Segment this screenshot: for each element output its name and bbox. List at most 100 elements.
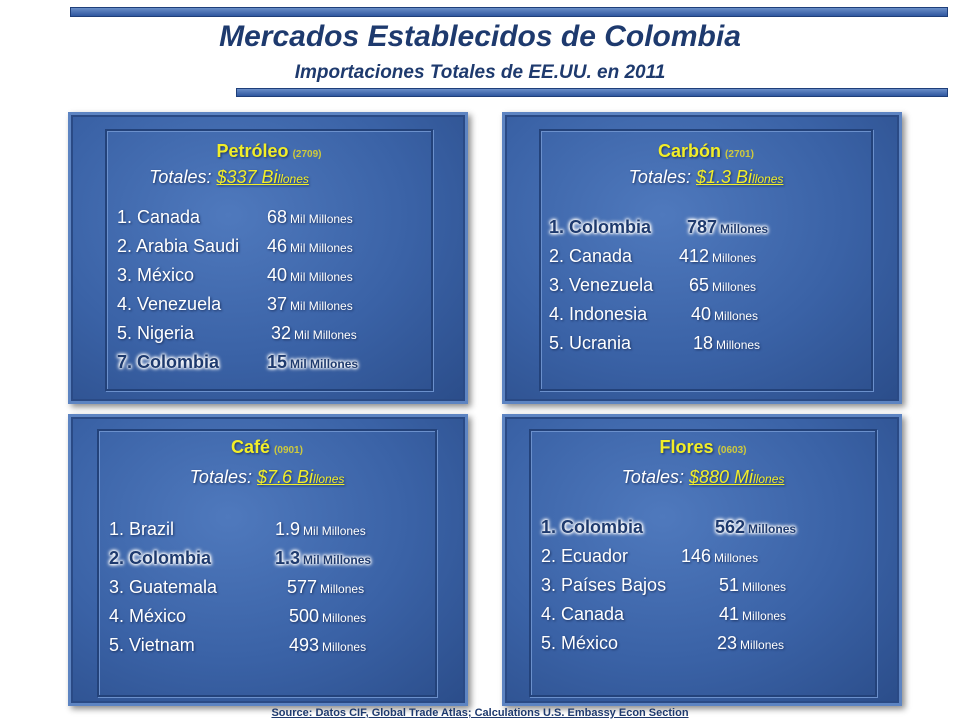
panel-petroleo-frame: Petróleo (2709) Totales: $337 Billones 1.… <box>105 129 433 391</box>
panel-flores: Flores (0603) Totales: $880 Millones 1. C… <box>502 414 902 706</box>
value-label: 40 Mil Millones <box>267 265 353 285</box>
panel-cafe-code: (0901) <box>274 445 303 456</box>
panel-carbon-total-unit: llones <box>752 172 784 186</box>
list-item-highlighted: 1. Colombia 787 Millones <box>549 213 869 242</box>
panel-petroleo-total-label: Totales: <box>149 167 212 187</box>
list-item: 3. Venezuela 65 Millones <box>549 271 869 300</box>
country-label: 2. Canada <box>549 246 633 266</box>
list-item: 4. México 500 Millones <box>109 602 429 631</box>
panel-cafe: Café (0901) Totales: $7.6 Billones 1. Bra… <box>68 414 468 706</box>
panel-flores-frame: Flores (0603) Totales: $880 Millones 1. C… <box>529 429 877 697</box>
value-label: 46 Mil Millones <box>267 236 353 256</box>
list-item: 2. Arabia Saudi 46 Mil Millones <box>117 232 427 261</box>
country-label: 5. Ucrania <box>549 333 632 353</box>
panel-cafe-total-label: Totales: <box>189 467 252 487</box>
panel-cafe-frame: Café (0901) Totales: $7.6 Billones 1. Bra… <box>97 429 437 697</box>
panel-cafe-total-unit: llones <box>313 472 345 486</box>
country-label: 7. Colombia <box>117 352 220 372</box>
country-label: 3. México <box>117 265 195 285</box>
panel-carbon: Carbón (2701) Totales: $1.3 Billones 1. C… <box>502 112 902 404</box>
list-item: 5. Vietnam 493 Millones <box>109 631 429 660</box>
list-item: 3. Guatemala 577 Millones <box>109 573 429 602</box>
page-title: Mercados Establecidos de Colombia <box>219 20 741 53</box>
list-item: 5. Ucrania 18 Millones <box>549 329 869 358</box>
panel-carbon-list: 1. Colombia 787 Millones 2. Canada 412 Millo… <box>549 213 869 358</box>
panel-flores-code: (0603) <box>717 445 747 456</box>
country-label: 4. México <box>109 606 187 626</box>
value-label: 787 Millones <box>687 217 769 237</box>
panel-cafe-list: 1. Brazil 1.9 Mil Millones 2. Colombia 1.3 M… <box>109 515 429 660</box>
country-label: 1. Colombia <box>549 217 652 237</box>
panel-carbon-total-label: Totales: <box>628 167 691 187</box>
value-label: 562 Millones <box>715 517 797 537</box>
list-item: 4. Canada 41 Millones <box>541 600 871 629</box>
country-label: 5. Nigeria <box>117 323 195 343</box>
value-label: 1.3 Mil Millones <box>275 548 372 568</box>
panel-flores-total: Totales: $880 Millones <box>531 467 875 488</box>
value-label: 1.9 Mil Millones <box>275 519 366 539</box>
country-label: 5. México <box>541 633 619 653</box>
panel-flores-total-label: Totales: <box>621 467 684 487</box>
country-label: 3. Venezuela <box>549 275 654 295</box>
country-label: 3. Países Bajos <box>541 575 667 595</box>
value-label: 37 Mil Millones <box>267 294 353 314</box>
panel-petroleo-total: Totales: $337 Billones <box>67 167 391 188</box>
value-label: 493 Millones <box>289 635 367 655</box>
value-label: 500 Millones <box>289 606 367 626</box>
country-label: 5. Vietnam <box>109 635 195 655</box>
panel-flores-total-unit: llones <box>753 472 785 486</box>
country-label: 1. Colombia <box>541 517 644 537</box>
page-subtitle: Importaciones Totales de EE.UU. en 2011 <box>294 62 666 83</box>
list-item: 2. Canada 412 Millones <box>549 242 869 271</box>
panel-cafe-header: Café (0901) <box>99 437 435 458</box>
list-item-highlighted: 2. Colombia 1.3 Mil Millones <box>109 544 429 573</box>
panel-cafe-total: Totales: $7.6 Billones <box>99 467 435 488</box>
panel-carbon-frame: Carbón (2701) Totales: $1.3 Billones 1. C… <box>539 129 873 391</box>
panel-carbon-name: Carbón <box>658 141 722 161</box>
value-label: 412 Millones <box>679 246 757 266</box>
list-item: 3. Países Bajos 51 Millones <box>541 571 871 600</box>
value-label: 146 Millones <box>681 546 759 566</box>
country-label: 2. Ecuador <box>541 546 629 566</box>
list-item-highlighted: 1. Colombia 562 Millones <box>541 513 871 542</box>
panel-carbon-total-value: $1.3 Bi <box>696 167 753 187</box>
panel-flores-name: Flores <box>659 437 714 457</box>
source-note: Source: Datos CIF, Global Trade Atlas; C… <box>271 707 689 719</box>
value-label: 32 Mil Millones <box>271 323 357 343</box>
value-label: 18 Millones <box>693 333 761 353</box>
country-label: 2. Arabia Saudi <box>117 236 240 256</box>
panel-petroleo-list: 1. Canada 68 Mil Millones 2. Arabia Saudi 4… <box>117 203 427 377</box>
panel-petroleo-total-amount: $337 Billones <box>216 167 308 187</box>
country-label: 1. Canada <box>117 207 201 227</box>
list-item: 4. Venezuela 37 Mil Millones <box>117 290 427 319</box>
list-item: 1. Canada 68 Mil Millones <box>117 203 427 232</box>
value-label: 23 Millones <box>717 633 785 653</box>
panel-petroleo-name: Petróleo <box>216 141 289 161</box>
value-label: 65 Millones <box>689 275 757 295</box>
panel-carbon-code: (2701) <box>725 149 754 160</box>
panel-cafe-total-value: $7.6 Bi <box>257 467 314 487</box>
value-label: 577 Millones <box>287 577 365 597</box>
panel-petroleo-total-value: $337 Bi <box>216 167 278 187</box>
header-bottom-bar <box>236 88 948 97</box>
country-label: 4. Venezuela <box>117 294 222 314</box>
list-item: 5. México 23 Millones <box>541 629 871 658</box>
panel-petroleo: Petróleo (2709) Totales: $337 Billones 1.… <box>68 112 468 404</box>
panel-carbon-total-amount: $1.3 Billones <box>696 167 783 187</box>
panel-petroleo-total-unit: llones <box>277 172 309 186</box>
panel-cafe-total-amount: $7.6 Billones <box>257 467 344 487</box>
panel-flores-list: 1. Colombia 562 Millones 2. Ecuador 146 Mill… <box>541 513 871 658</box>
country-label: 4. Canada <box>541 604 625 624</box>
panel-flores-header: Flores (0603) <box>531 437 875 458</box>
panel-carbon-total: Totales: $1.3 Billones <box>541 167 871 188</box>
value-label: 51 Millones <box>719 575 787 595</box>
panel-flores-total-amount: $880 Millones <box>689 467 784 487</box>
panel-cafe-name: Café <box>231 437 271 457</box>
panel-carbon-header: Carbón (2701) <box>541 141 871 162</box>
panel-flores-total-value: $880 Mi <box>689 467 754 487</box>
country-label: 2. Colombia <box>109 548 212 568</box>
panel-petroleo-code: (2709) <box>292 149 322 160</box>
list-item: 1. Brazil 1.9 Mil Millones <box>109 515 429 544</box>
value-label: 41 Millones <box>719 604 787 624</box>
header-top-bar <box>70 7 948 17</box>
